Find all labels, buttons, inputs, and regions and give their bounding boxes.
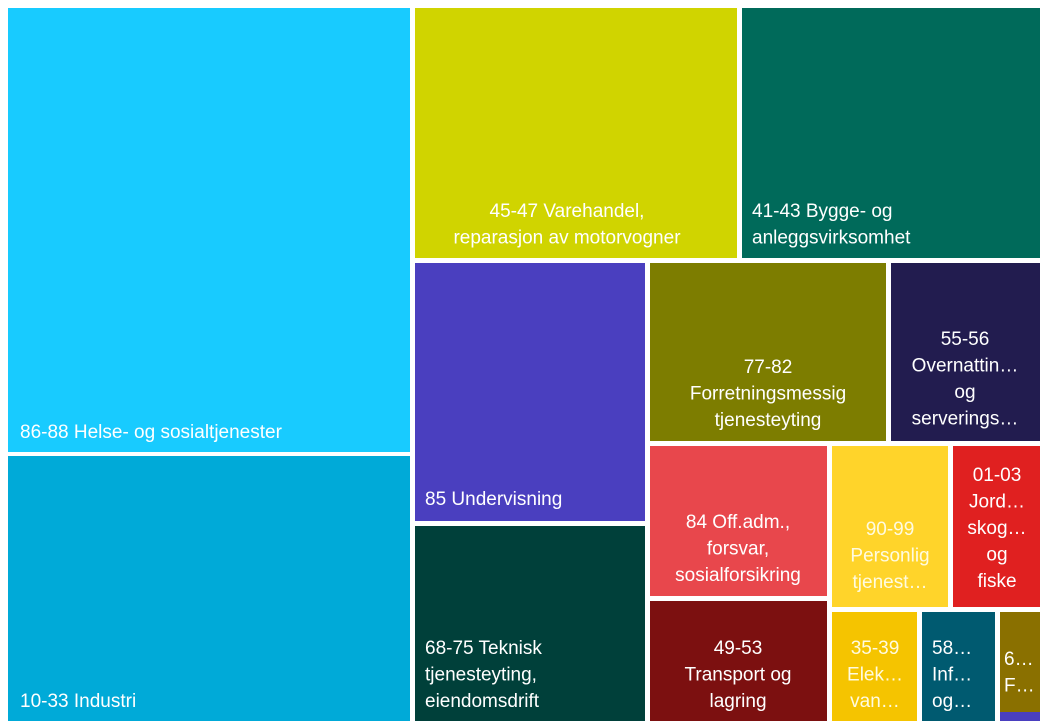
tile-group: 45-47 Varehandel, reparasjon av motorvogn… (415, 8, 737, 258)
tile-label: lagring (709, 691, 766, 712)
tile-group: 86-88 Helse- og sosialtjenester (8, 8, 410, 452)
tile-group: 35-39 Elek… van… (832, 612, 917, 721)
tile-label: tjenesteyting (715, 410, 822, 431)
tile (953, 446, 1040, 607)
tile-group: 90-99 Personlig tjenest… (832, 446, 948, 607)
tile-group: 55-56 Overnattin… og serverings… (891, 263, 1040, 441)
tile-group: 10-33 Industri (8, 456, 410, 721)
tile-label: forsvar, (707, 539, 769, 560)
tile-label: tjenesteyting, (425, 665, 537, 686)
tile (415, 526, 645, 721)
tile-group: 49-53 Transport og lagring (650, 601, 827, 721)
tile-label: eiendomsdrift (425, 691, 540, 712)
tile-label: tjenest… (853, 572, 928, 593)
tile-group: 58… Inf… og… (922, 612, 995, 721)
tile-label: Personlig (850, 546, 929, 567)
tile-label: og… (932, 691, 972, 712)
tile-group: 84 Off.adm., forsvar, sosialforsikring (650, 446, 827, 596)
tile-label: 10-33 Industri (20, 691, 136, 712)
tile-label: 55-56 (941, 329, 990, 350)
tile-label: 90-99 (866, 519, 915, 540)
tile-label: skog… (967, 518, 1026, 539)
tile-label: Transport og (684, 665, 791, 686)
tile-label: Overnattin… (912, 356, 1019, 377)
tile-label: 84 Off.adm., (686, 512, 790, 533)
tile (742, 8, 1040, 258)
tile (415, 263, 645, 521)
tile-label: serverings… (912, 409, 1019, 430)
tile (650, 601, 827, 721)
tile-group: 6… F… (1000, 612, 1040, 712)
tile-label: fiske (977, 571, 1016, 592)
tile-label: og (986, 545, 1007, 566)
tile-group: 85 Undervisning (415, 263, 645, 521)
tile-label: sosialforsikring (675, 565, 801, 586)
tile (650, 263, 886, 441)
tile-label: Elek… (847, 665, 903, 686)
tile-group: 01-03 Jord… skog… og fiske (953, 446, 1040, 607)
tile-label: 68-75 Teknisk (425, 638, 542, 659)
tile-label: 45-47 Varehandel, (490, 201, 645, 222)
tile-label: 49-53 (714, 638, 763, 659)
tile-label: reparasjon av motorvogner (453, 228, 681, 249)
tile (650, 446, 827, 596)
tile-label: 01-03 (973, 465, 1022, 486)
tile-label: 86-88 Helse- og sosialtjenester (20, 422, 283, 443)
tile (832, 612, 917, 721)
tile-label: 85 Undervisning (425, 489, 562, 510)
tile-label: 58… (932, 638, 972, 659)
tile-label: Forretningsmessig (690, 384, 846, 405)
tile-label: F… (1004, 676, 1035, 697)
tile (1000, 612, 1040, 712)
tile-label: Inf… (932, 665, 972, 686)
tile (8, 8, 410, 452)
tile (8, 456, 410, 721)
tile (891, 263, 1040, 441)
tile-group: 77-82 Forretningsmessig tjenesteyting (650, 263, 886, 441)
tile (922, 612, 995, 721)
tile-label: 6… (1004, 649, 1034, 670)
tile-group: 41-43 Bygge- og anleggsvirksomhet (742, 8, 1040, 258)
tile-label: Jord… (969, 492, 1025, 513)
tile-label: 41-43 Bygge- og (752, 201, 893, 222)
tile (415, 8, 737, 258)
tile (1000, 712, 1040, 721)
tile-group: 68-75 Teknisk tjenesteyting, eiendomsdrift (415, 526, 645, 721)
tile-label: 77-82 (744, 357, 793, 378)
tile-label: og (954, 382, 975, 403)
tile-label: 35-39 (851, 638, 900, 659)
tile-label: anleggsvirksomhet (752, 228, 911, 249)
tile (832, 446, 948, 607)
tile-label: van… (850, 691, 900, 712)
